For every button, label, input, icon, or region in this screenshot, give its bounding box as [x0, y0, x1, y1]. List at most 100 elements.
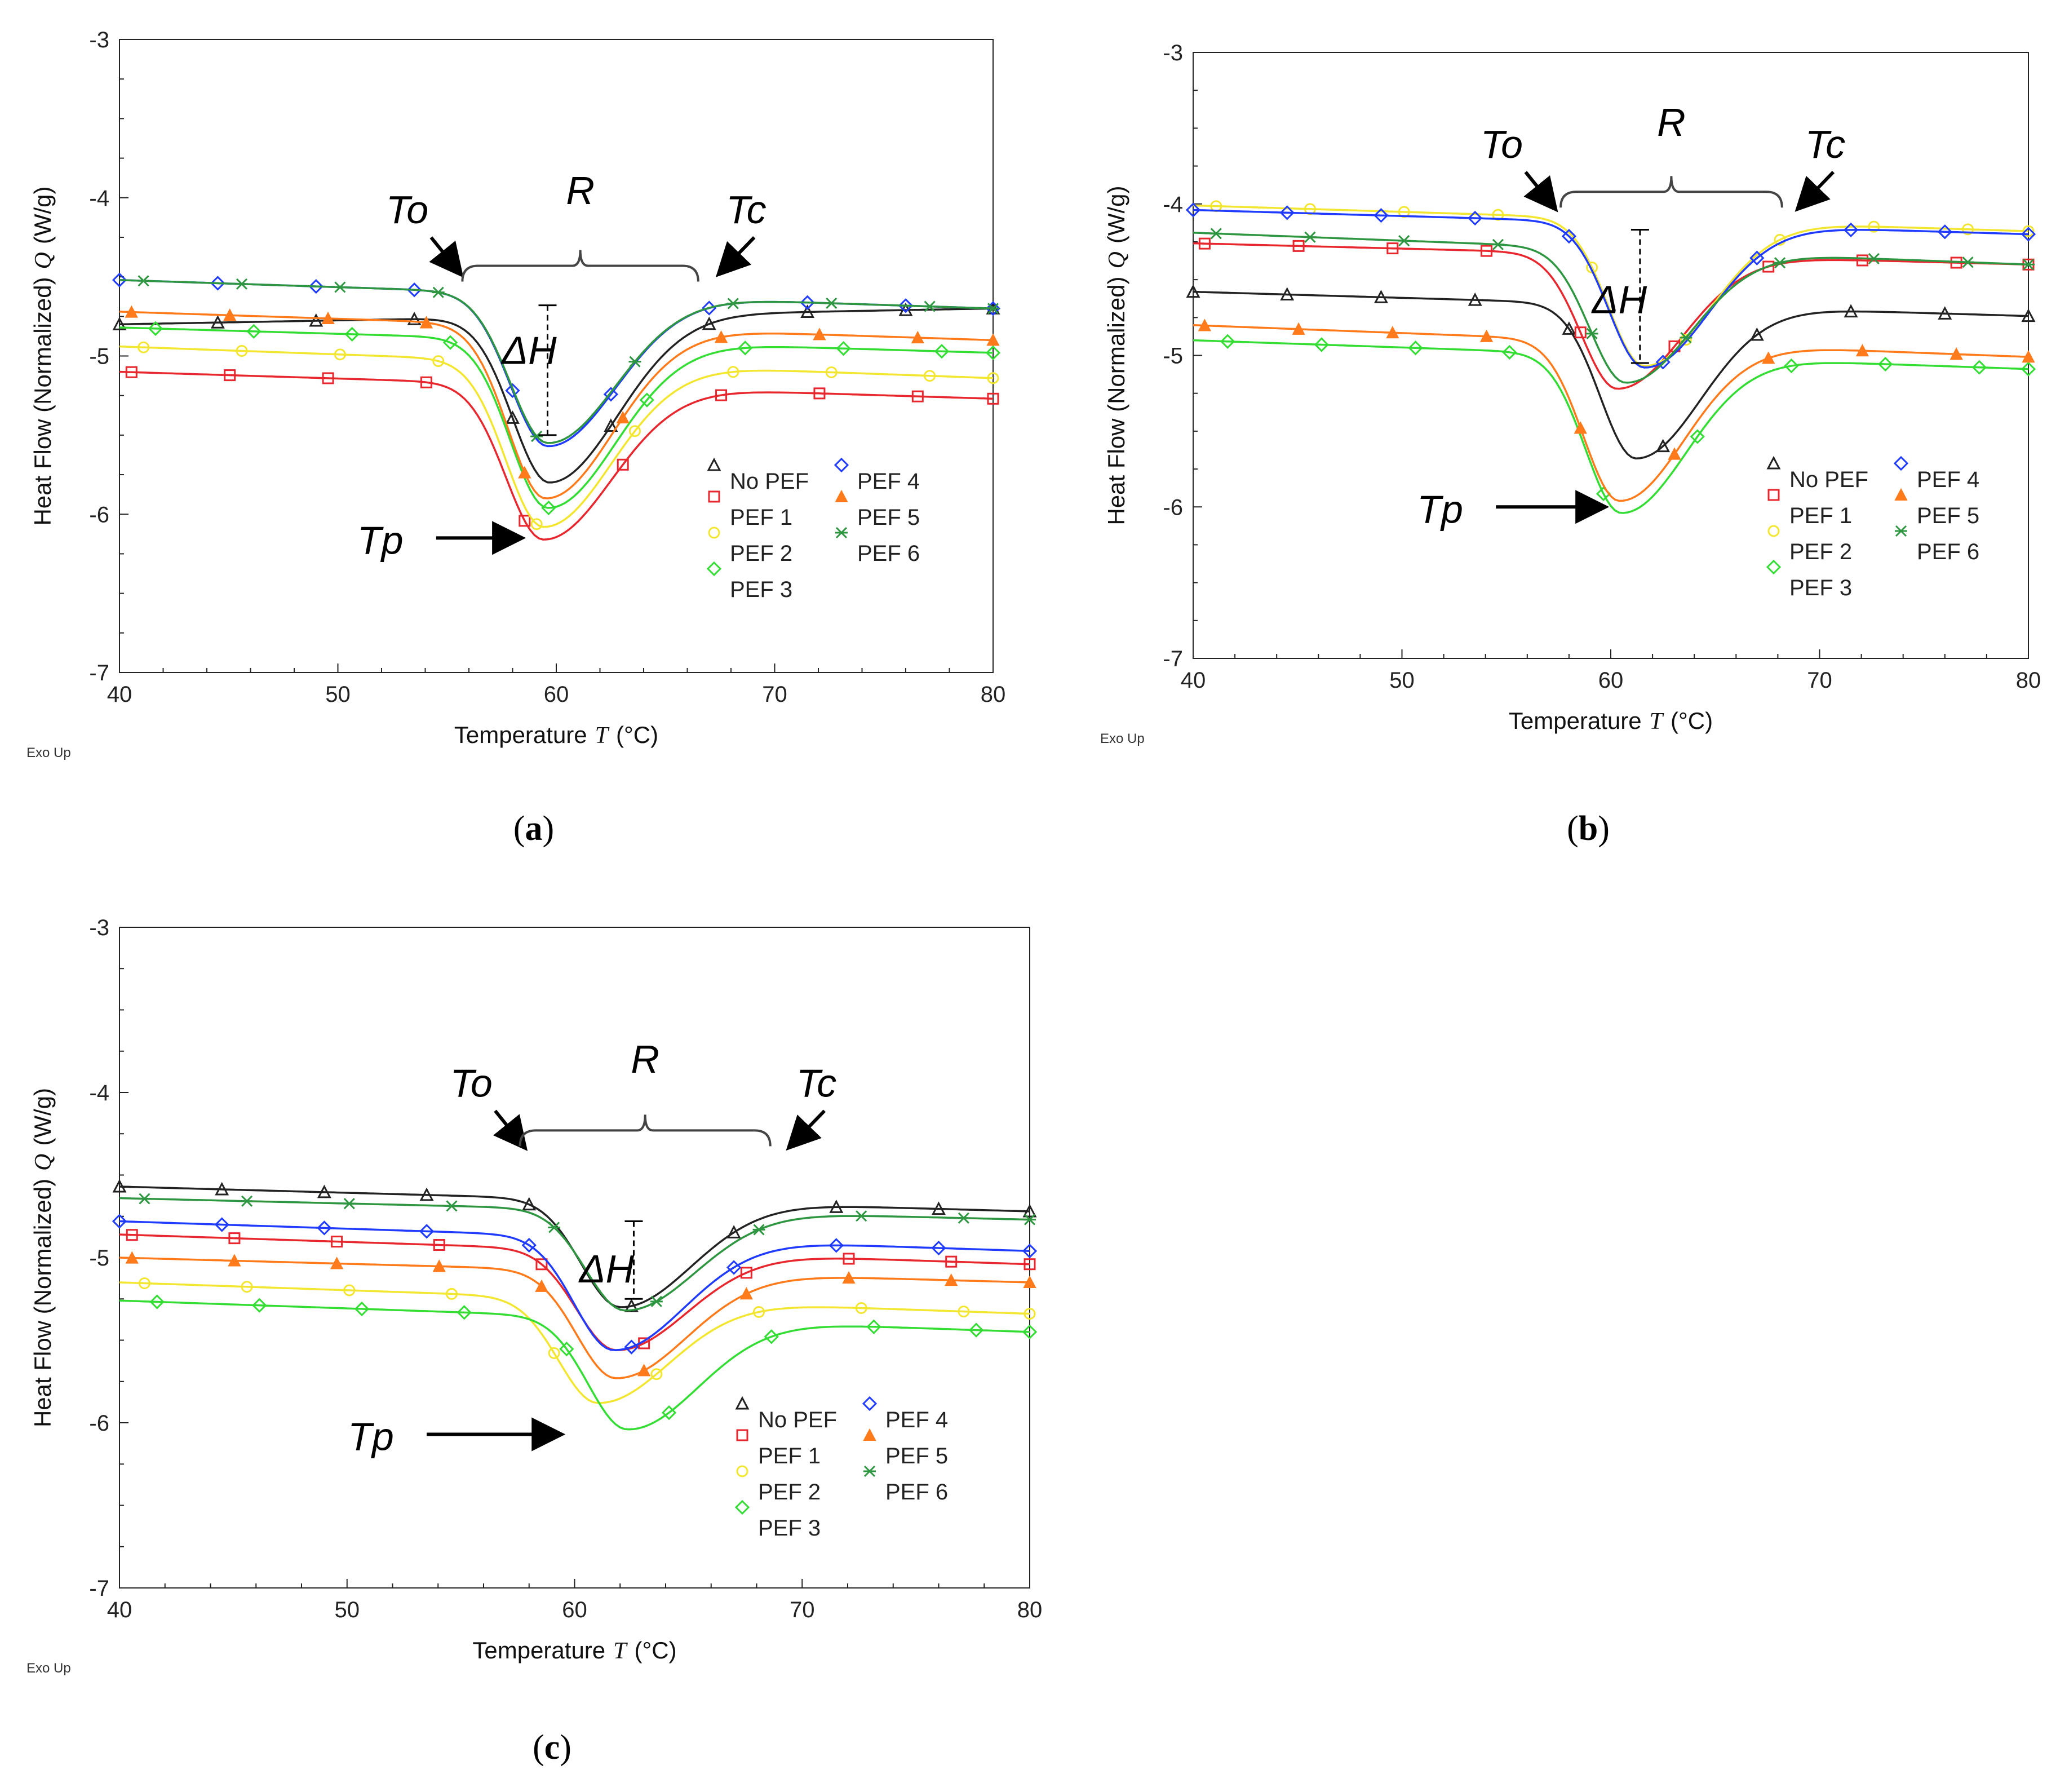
data-point [1762, 260, 1775, 273]
data-point [1937, 224, 1952, 240]
data-point [112, 1214, 127, 1229]
data-point [521, 1237, 537, 1253]
legend-label: PEF 5 [885, 1444, 948, 1468]
data-point [210, 276, 225, 291]
data-point [1198, 237, 1211, 250]
data-point [629, 425, 641, 437]
series-line [119, 307, 994, 484]
data-point [2021, 308, 2036, 322]
data-point [1022, 1324, 1038, 1339]
data-point [125, 305, 138, 318]
data-point [1878, 356, 1893, 372]
series-line [119, 370, 994, 541]
data-point [1292, 240, 1305, 252]
tc-label: Tc [796, 1061, 836, 1105]
legend-label: No PEF [1789, 467, 1868, 492]
data-point [228, 1254, 241, 1267]
data-point [125, 366, 138, 378]
panel-c: -3 -4 -5 -6 -740 50 60 70 80 Temperature T (°C) Heat… [26, 915, 1042, 1767]
to-arrow [493, 1109, 528, 1151]
data-point [548, 1347, 560, 1359]
data-point [650, 1295, 663, 1307]
data-point [1938, 306, 1952, 320]
legend-label: PEF 6 [857, 541, 920, 566]
series-no-pef [1186, 284, 2036, 460]
data-point [923, 300, 936, 312]
data-point [215, 1182, 229, 1196]
series-pef-2 [119, 341, 999, 530]
x-axis-symbol: T [1650, 709, 1664, 735]
series-pef-6 [1193, 228, 2035, 384]
data-point [1186, 284, 1200, 298]
data-point [1855, 344, 1869, 357]
data-point [137, 275, 150, 287]
series-line [119, 1281, 1030, 1404]
series-line [1193, 339, 2029, 514]
data-point [714, 330, 728, 343]
data-point [330, 1256, 344, 1269]
data-point [432, 355, 445, 368]
series-line [119, 326, 994, 509]
data-point [445, 1287, 458, 1300]
data-point [149, 1294, 165, 1309]
data-point [985, 301, 1001, 316]
data-point [344, 326, 360, 342]
x-tick-label: 80 [1017, 1598, 1043, 1622]
data-point [2022, 225, 2035, 237]
data-point [986, 333, 1000, 346]
legend-label: PEF 1 [730, 505, 792, 530]
y-axis-title: Heat Flow (Normalized) Q (W/g) [1103, 185, 1130, 525]
y-axis-title: Heat Flow (Normalized) Q (W/g) [29, 186, 56, 525]
x-axis-symbol: T [595, 723, 610, 749]
x-axis-unit: (°C) [616, 722, 658, 748]
data-point [126, 1229, 138, 1241]
data-point [530, 431, 543, 443]
y-tick-label: -7 [1163, 647, 1183, 671]
data-point [236, 345, 248, 357]
series-line [119, 1299, 1030, 1431]
panel-label: (c) [533, 1728, 571, 1767]
data-point [334, 348, 346, 361]
y-axis-title: Heat Flow (Normalized) Q (W/g) [29, 1088, 56, 1427]
data-point [1314, 337, 1329, 352]
data-point [843, 1253, 855, 1265]
series-pef-1 [119, 366, 999, 541]
data-point [1585, 328, 1598, 339]
series-pef-3 [119, 321, 1001, 516]
legend-marker [1895, 525, 1907, 537]
data-point [210, 315, 225, 329]
tp-label: Tp [1417, 487, 1463, 531]
data-point [2021, 227, 2036, 242]
y-tick-label: -4 [89, 1081, 109, 1105]
exo-up-label: Exo Up [1100, 731, 1145, 746]
legend-marker [835, 489, 848, 502]
series-pef-4 [112, 1214, 1038, 1355]
data-point [1023, 1214, 1036, 1225]
data-point [112, 1179, 127, 1193]
y-tick-label: -7 [89, 1576, 109, 1601]
data-point [911, 390, 924, 402]
data-point [322, 372, 334, 384]
legend-marker [708, 490, 720, 503]
x-tick-label: 80 [2016, 668, 2041, 693]
x-axis-symbol: T [613, 1638, 628, 1664]
legend-marker [1766, 559, 1782, 575]
y-tick-label: -3 [89, 28, 109, 52]
data-point [715, 389, 728, 401]
legend-label: No PEF [758, 1408, 837, 1432]
data-point [138, 341, 150, 353]
y-axis-unit: (W/g) [1103, 185, 1129, 244]
data-point [1468, 292, 1482, 306]
data-point [726, 1225, 741, 1238]
data-point [985, 345, 1001, 361]
panel-label-letter: a [525, 809, 543, 848]
data-point [1561, 228, 1577, 244]
data-point [1373, 208, 1389, 223]
legend-marker [1893, 455, 1909, 471]
legend-marker [706, 561, 722, 577]
data-point [1844, 304, 1858, 318]
x-axis-title-text: Temperature [454, 722, 587, 748]
legend-label: PEF 6 [885, 1480, 948, 1505]
data-point [1479, 329, 1494, 342]
